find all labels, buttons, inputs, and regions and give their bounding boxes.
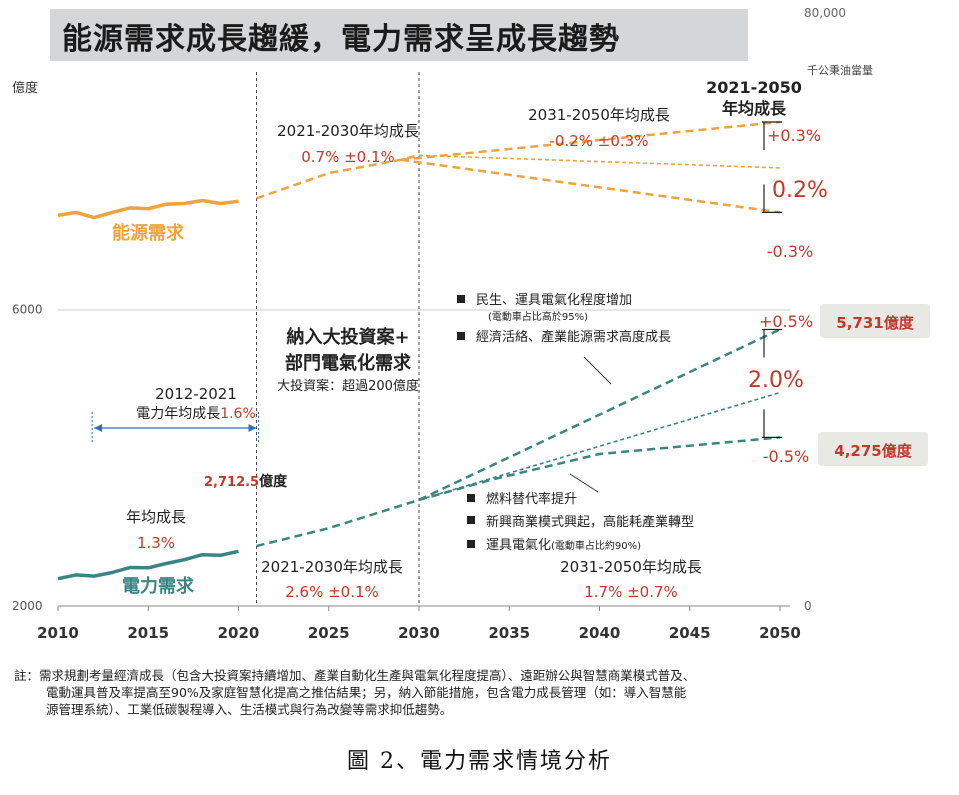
energy-history-line [57, 198, 239, 220]
title-banner: 能源需求成長趨緩，電力需求呈成長趨勢 [50, 9, 748, 61]
left-axis-unit: 億度 [12, 80, 38, 96]
investment-line3: 大投資案：超過200億度 [277, 378, 419, 394]
x-tick-label-2040: 2040 [579, 624, 621, 642]
period-title-line1: 2021-2050 [706, 78, 802, 97]
energy-2031-2050-value: -0.2% ±0.3% [550, 132, 649, 150]
bullet-down-3-marker [467, 540, 475, 548]
power-series-label: 電力需求 [122, 575, 195, 597]
x-tick-label-2025: 2025 [308, 624, 350, 642]
power-2031-2050-title: 2031-2050年均成長 [560, 558, 702, 576]
footnote-line-1: 註：需求規劃考量經濟成長（包含大投資案持續增加、產業自動化生產與電氣化程度提高）… [14, 668, 696, 683]
hist-growth-arrowhead-left [94, 424, 103, 432]
power-central-rate: 2.0% [748, 368, 804, 393]
bullet-down-3-text: 運具電氣化(電動車占比約90%) [486, 538, 641, 553]
x-tick-label-2020: 2020 [218, 624, 260, 642]
hist-growth-title1: 2012-2021 [155, 385, 237, 403]
power-low-value: 4,275億度 [834, 442, 912, 460]
footnote: 註：需求規劃考量經濟成長（包含大投資案持續增加、產業自動化生產與電氣化程度提高）… [14, 667, 894, 718]
energy-2021-2030-title: 2021-2030年均成長 [277, 122, 419, 140]
bullet-down-1-marker [467, 494, 475, 502]
bullet-up-1-sub: (電動車占比高於95%) [488, 310, 588, 323]
power-avg-growth-title: 年均成長 [126, 508, 186, 526]
power-low-value-box [818, 432, 928, 466]
bullet-up-1-text: 民生、運具電氣化程度增加 [476, 292, 632, 308]
bullet-up-1-marker [457, 295, 465, 303]
x-tick-label-2045: 2045 [669, 624, 711, 642]
bullet-up-2-marker [457, 332, 465, 340]
hist-growth-title2: 電力年均成長1.6% [136, 406, 256, 422]
demand-chart: 2010 2015 2020 2025 2030 2035 2040 2045 2050 億度 60… [12, 6, 930, 642]
power-high-rate: +0.5% [759, 312, 813, 331]
power-2031-2050-value: 1.7% ±0.7% [584, 583, 678, 601]
power-projection-high [418, 328, 781, 502]
energy-projection-high [400, 120, 781, 162]
left-tick-label-6000: 6000 [12, 303, 43, 317]
bullet-down-pointer [569, 473, 599, 493]
left-tick-label-2000: 2000 [12, 599, 43, 613]
power-low-rate: -0.5% [763, 447, 809, 466]
bullet-up-pointer [583, 356, 612, 385]
energy-projection-2021-2030 [256, 154, 420, 200]
bullet-down-2-marker [467, 516, 475, 524]
energy-series-label: 能源需求 [112, 222, 185, 244]
x-tick-label-2050: 2050 [759, 624, 801, 642]
page-title: 能源需求成長趨緩，電力需求呈成長趨勢 [62, 22, 620, 57]
x-tick-label-2015: 2015 [127, 624, 169, 642]
power-projection-low [418, 436, 781, 502]
energy-projection-low [400, 158, 781, 214]
energy-2021-2030-value: 0.7% ±0.1% [301, 148, 395, 166]
energy-central-rate: 0.2% [772, 178, 828, 203]
energy-high-rate: +0.3% [767, 126, 821, 145]
investment-line2: 部門電氣化需求 [285, 352, 412, 374]
right-tick-label-0: 0 [804, 599, 812, 613]
power-2021-2030-value: 2.6% ±0.1% [285, 583, 379, 601]
right-axis-unit: 千公秉油當量 [807, 63, 873, 77]
energy-low-rate: -0.3% [767, 242, 813, 261]
power-high-value: 5,731億度 [836, 314, 914, 332]
bullet-up-2-text: 經濟活絡、產業能源需求高度成長 [476, 329, 671, 345]
investment-line1: 納入大投資案+ [286, 326, 409, 348]
period-title-line2: 年均成長 [722, 99, 787, 118]
power-history-line [57, 549, 239, 581]
hist-growth-arrowhead-right [248, 424, 257, 432]
x-tick-label-2035: 2035 [488, 624, 530, 642]
power-2021-2030-title: 2021-2030年均成長 [261, 558, 403, 576]
x-tick-label-2010: 2010 [37, 624, 79, 642]
power-high-value-box [820, 304, 930, 338]
footnote-line-2: 電動運具普及率提高至90%及家庭智慧化提高之推估結果；另，納入節能措施，包含電力… [46, 685, 687, 700]
energy-2031-2050-title: 2031-2050年均成長 [528, 106, 670, 124]
footnote-line-3: 源管理系統）、工業低碳製程導入、生活模式與行為改變等需求抑低趨勢。 [46, 702, 453, 717]
bullet-down-2-text: 新興商業模式興起，高能耗產業轉型 [486, 514, 694, 530]
right-tick-label-80,000: 80,000 [804, 6, 846, 20]
bullet-down-1-text: 燃料替代率提升 [486, 491, 577, 507]
energy-projection-central [418, 154, 781, 169]
power-projection-2021-2030 [256, 498, 420, 548]
figure-caption: 圖 2、電力需求情境分析 [347, 749, 612, 774]
x-tick-label-2030: 2030 [398, 624, 440, 642]
power-2021-value: 2,712.5億度 [204, 473, 288, 490]
power-avg-growth-value: 1.3% [137, 534, 175, 552]
